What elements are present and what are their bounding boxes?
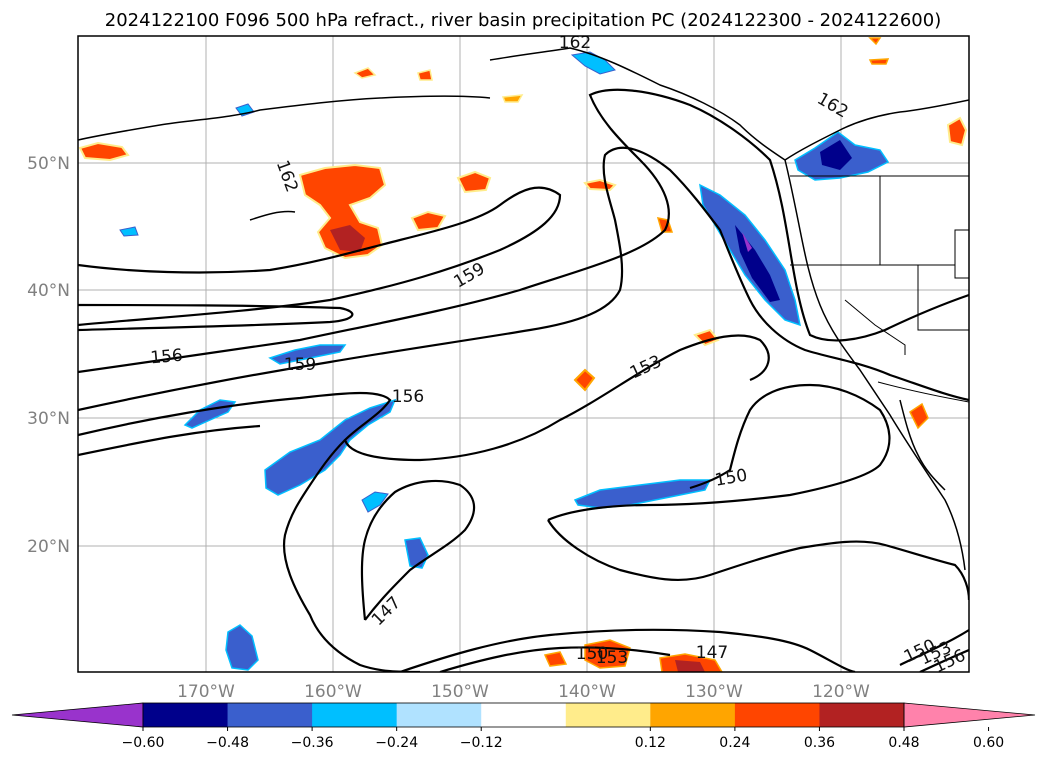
colorbar-tick-label: 0.36 — [804, 735, 835, 751]
contour-label: 156 — [392, 387, 424, 407]
precip-positive-areas — [78, 37, 968, 672]
colorbar-ticks: −0.60 −0.48 −0.36 −0.24 −0.12 0.12 0.24 0.36 0.4… — [122, 727, 1004, 751]
colorbar-tick-label: 0.24 — [719, 735, 750, 751]
map-panel: 162 162 162 159 159 156 156 153 153 150 … — [77, 33, 970, 677]
contour-label: 153 — [596, 648, 628, 668]
coastlines — [78, 47, 969, 571]
lon-label: 140°W — [558, 682, 616, 702]
colorbar-tick-label: −0.48 — [206, 735, 249, 751]
colorbar-tick-label: 0.48 — [888, 735, 919, 751]
colorbar-tick-label: −0.36 — [291, 735, 334, 751]
contour-label: 162 — [559, 33, 591, 53]
contour-labels: 162 162 162 159 159 156 156 153 153 150 … — [150, 33, 969, 677]
colorbar-segment — [565, 703, 651, 727]
colorbar-extend-low — [11, 702, 144, 728]
colorbar-tick-label: 0.60 — [973, 735, 1004, 751]
lon-label: 120°W — [812, 682, 870, 702]
lon-label: 170°W — [177, 682, 235, 702]
colorbar-tick-label: −0.60 — [122, 735, 165, 751]
colorbar-segment — [227, 703, 313, 727]
lon-label: 130°W — [685, 682, 743, 702]
contour-label: 150 — [576, 644, 608, 664]
lat-label: 40°N — [27, 281, 70, 301]
chart-title: 2024122100 F096 500 hPa refract., river … — [105, 10, 941, 31]
colorbar-tick-label: −0.12 — [460, 735, 503, 751]
colorbar-frame — [142, 702, 905, 728]
colorbar-extend-high — [903, 702, 1036, 728]
colorbar-segments — [11, 702, 1036, 728]
colorbar-segment — [734, 703, 820, 727]
colorbar-segment — [143, 703, 229, 727]
colorbar-segment — [650, 703, 736, 727]
lat-label: 20°N — [27, 537, 70, 557]
colorbar-segment — [819, 703, 905, 727]
colorbar-segment — [396, 703, 482, 727]
political-boundaries — [790, 175, 969, 403]
colorbar-segment — [481, 703, 567, 727]
lon-label: 150°W — [431, 682, 489, 702]
lon-label: 160°W — [304, 682, 362, 702]
colorbar-tick-label: 0.12 — [635, 735, 666, 751]
precip-negative-areas — [119, 51, 890, 671]
longitude-labels: 170°W 160°W 150°W 140°W 130°W 120°W — [177, 682, 870, 702]
colorbar: −0.60 −0.48 −0.36 −0.24 −0.12 0.12 0.24 0.36 0.4… — [11, 702, 1036, 751]
contour-label: 156 — [150, 346, 184, 369]
contour-label: 147 — [696, 643, 728, 663]
latitude-labels: 50°N 40°N 30°N 20°N — [27, 154, 70, 557]
lat-label: 30°N — [27, 409, 70, 429]
map-frame — [77, 35, 970, 673]
contour-label: 159 — [284, 355, 316, 375]
colorbar-segment — [312, 703, 398, 727]
lat-label: 50°N — [27, 154, 70, 174]
colorbar-tick-label: −0.24 — [375, 735, 418, 751]
height-contours — [78, 88, 969, 672]
